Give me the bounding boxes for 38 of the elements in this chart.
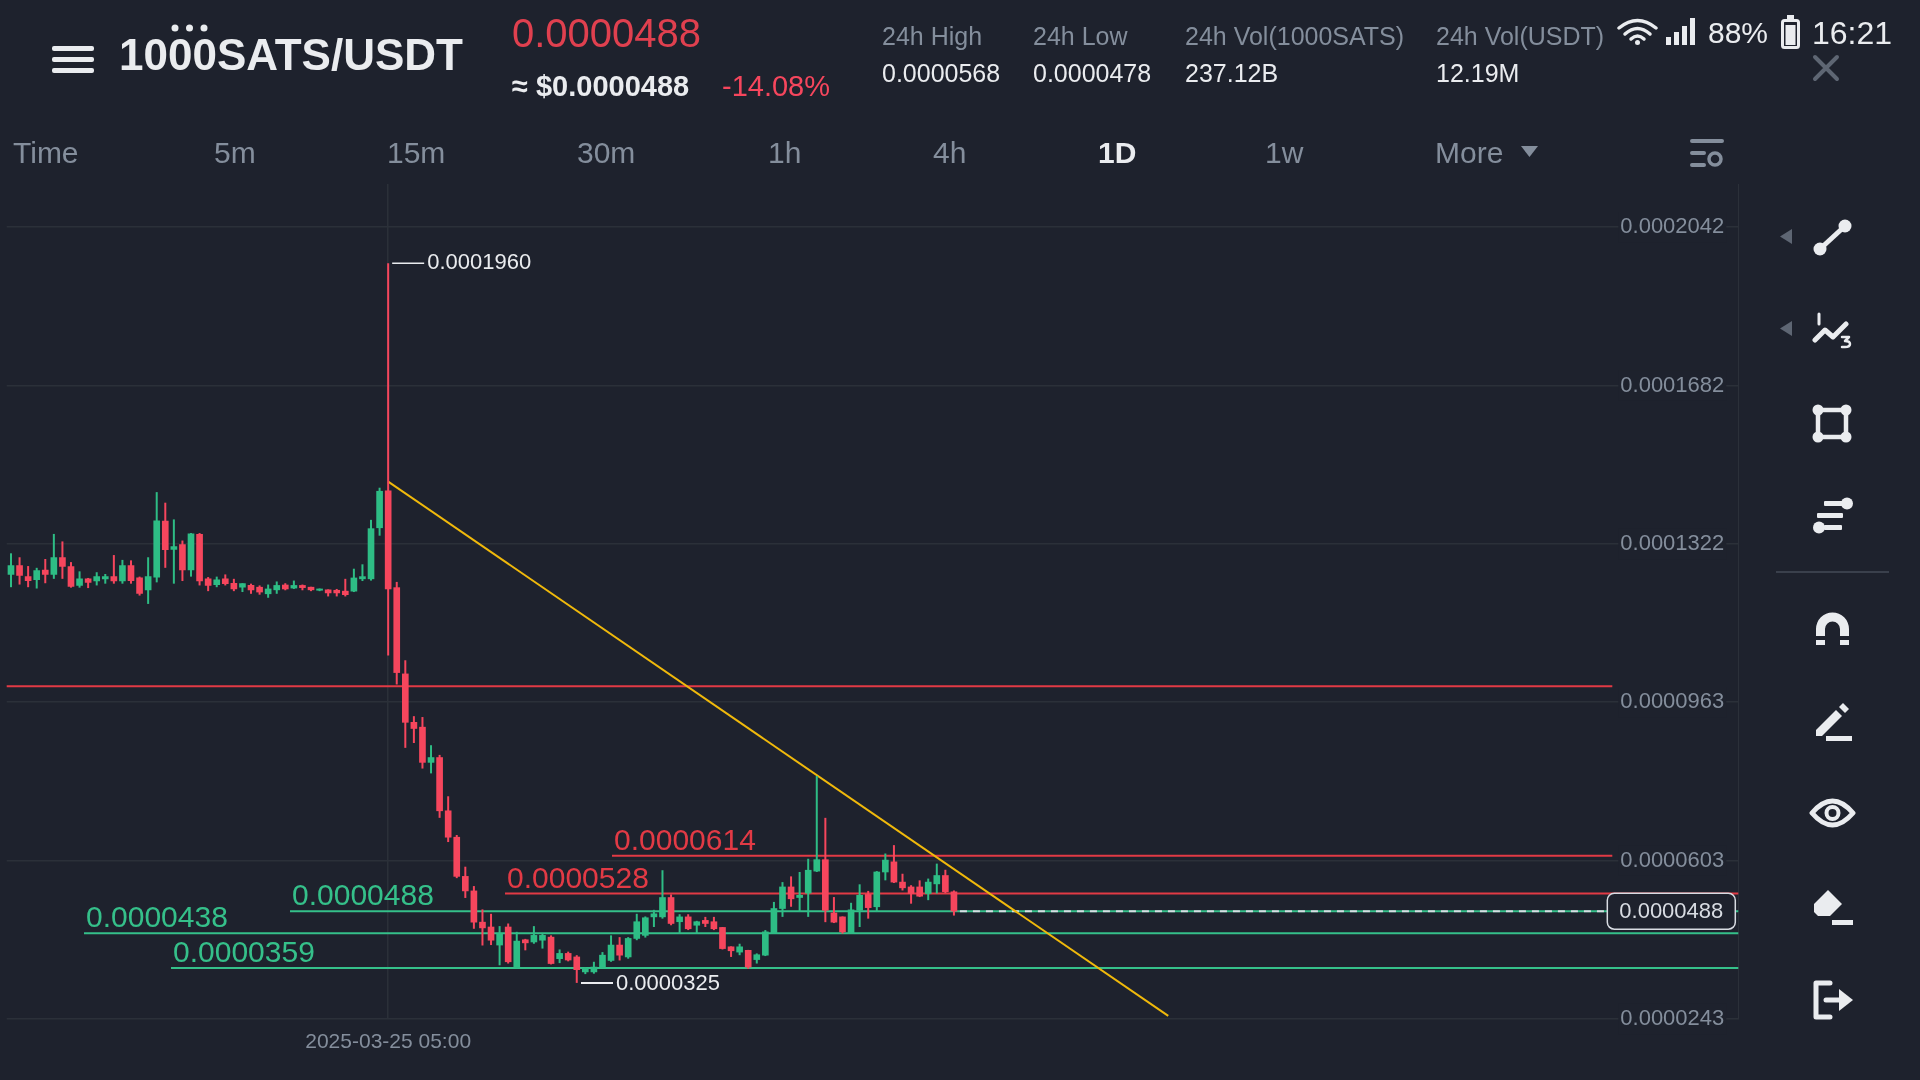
ref-line-label: 0.0000528 [507,860,649,894]
text: 1w [1265,136,1304,169]
annotation: 0.0001960 [427,249,532,275]
text: 5m [214,136,256,169]
text: 24h High [882,21,983,50]
y-tick-label: 0.0000603 [1620,846,1725,872]
text: 237.12B [1185,58,1279,87]
text: 0.0000488 [512,11,702,55]
text: 24h Vol(1000SATS) [1185,21,1405,50]
text: -14.08% [722,69,831,102]
text: 15m [387,136,446,169]
ref-line-label: 0.0000359 [173,934,315,968]
text: 0.0000568 [882,58,1001,87]
x-tick-label: 2025-03-25 05:00 [305,1029,472,1053]
y-tick-label: 0.0002042 [1620,213,1725,239]
text: 24h Low [1033,21,1128,50]
text: 88% [1708,16,1769,49]
y-tick-label: 0.0001682 [1620,371,1725,397]
chart-title: 1000SATS/USDT [119,30,463,79]
y-tick-label: 0.0000243 [1620,1005,1725,1031]
text: More [1435,136,1504,169]
ref-line-label: 0.0000438 [86,900,228,934]
ref-line-label: 0.0000614 [614,822,756,856]
text: 16:21 [1812,15,1893,51]
text: ≈ $0.0000488 [512,69,690,102]
y-tick-label: 0.0001322 [1620,530,1725,556]
text: 30m [577,136,636,169]
text: 12.19M [1436,58,1520,87]
text: 1h [768,136,802,169]
annotation: 0.0000325 [616,970,720,995]
ref-line-label: 0.0000488 [292,878,434,912]
y-tick-label: 0.0000963 [1620,688,1725,714]
text: 1D [1098,136,1137,169]
text: Time [13,136,79,169]
text: 0.0000478 [1033,58,1152,87]
text: 4h [933,136,967,169]
ref-line-label: 0.0000488 [1619,898,1724,924]
text: 24h Vol(USDT) [1436,21,1605,50]
